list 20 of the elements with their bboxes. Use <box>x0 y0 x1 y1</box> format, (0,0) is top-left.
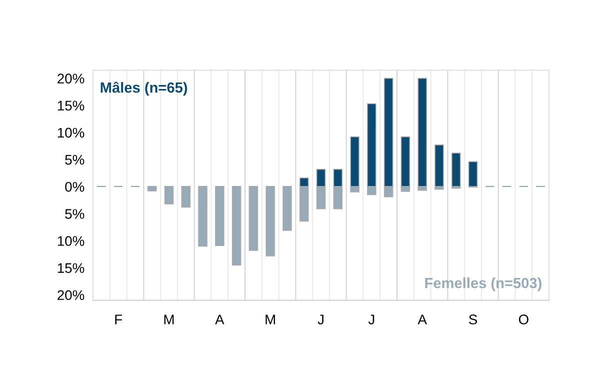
x-tick-label: M <box>164 314 174 324</box>
x-tick-label: J <box>318 314 324 324</box>
y-tick-label: 5% <box>65 154 84 165</box>
y-tick-label: 20% <box>58 290 84 300</box>
y-tick-label: 10% <box>58 236 84 246</box>
x-tick-label: A <box>215 314 224 324</box>
y-tick-label: 10% <box>58 128 84 138</box>
x-tick-label: S <box>469 314 477 324</box>
y-tick-label: 0% <box>65 182 84 192</box>
x-tick-label: O <box>518 314 528 324</box>
text: Femelles (n=503) <box>425 278 542 292</box>
x-tick-label: J <box>368 314 374 324</box>
y-tick-label: 15% <box>58 263 84 273</box>
y-tick-label: 20% <box>58 74 84 84</box>
text: Mâles (n=65) <box>100 82 188 96</box>
y-tick-label: 15% <box>58 100 84 111</box>
x-tick-label: M <box>266 314 275 324</box>
x-tick-label: F <box>115 314 122 324</box>
y-tick-label: 5% <box>65 209 84 219</box>
x-tick-label: A <box>418 314 427 324</box>
